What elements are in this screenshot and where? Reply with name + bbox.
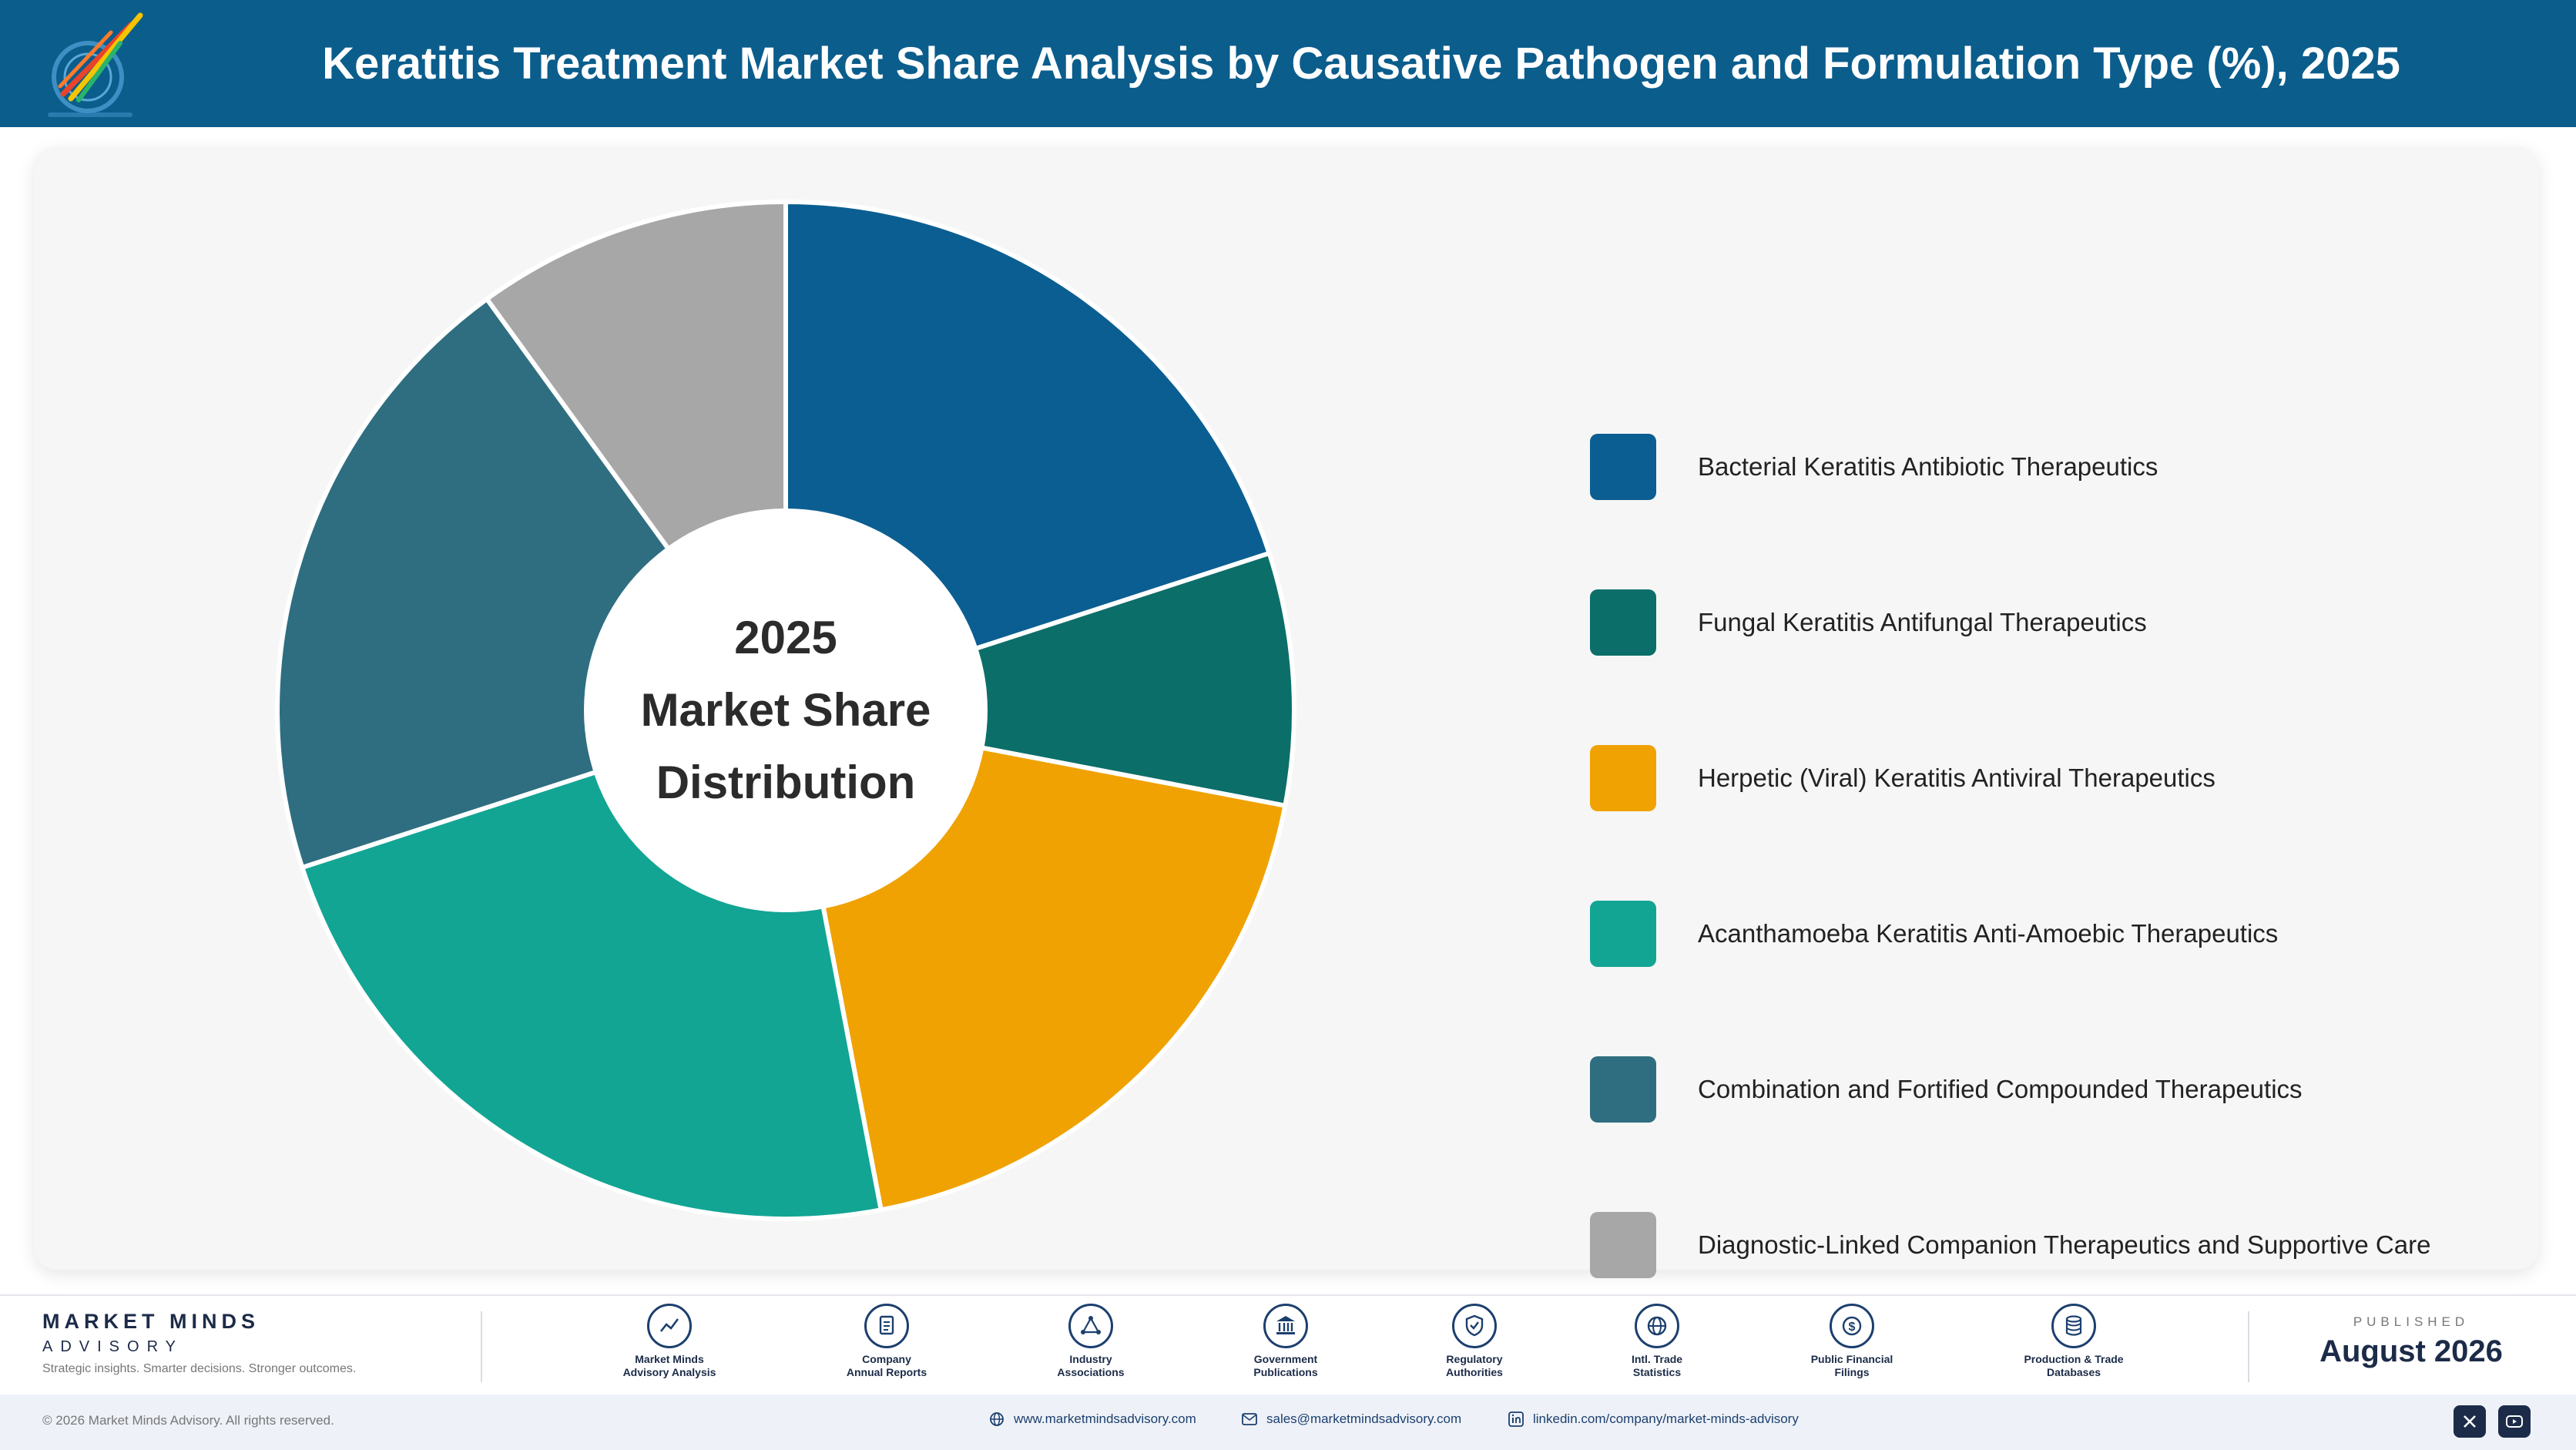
source-label: Industry Associations <box>1057 1353 1125 1378</box>
brand-tagline: Strategic insights. Smarter decisions. S… <box>42 1362 357 1375</box>
legend-label: Fungal Keratitis Antifungal Therapeutics <box>1698 608 2147 636</box>
legend-label: Acanthamoeba Keratitis Anti-Amoebic Ther… <box>1698 919 2279 948</box>
legend-swatch <box>1590 1212 1656 1278</box>
published-label: PUBLISHED <box>2353 1314 2470 1329</box>
document-icon <box>864 1304 909 1348</box>
brand-name: MARKET MINDS <box>42 1310 260 1333</box>
source-label: Regulatory Authorities <box>1446 1353 1503 1378</box>
svg-text:$: $ <box>1849 1321 1856 1334</box>
source-label: Intl. Trade Statistics <box>1631 1353 1683 1378</box>
legend-item: Bacterial Keratitis Antibiotic Therapeut… <box>1590 433 2514 501</box>
footer-brand: MARKET MINDS ADVISORY Strategic insights… <box>42 1310 356 1376</box>
footer: MARKET MINDS ADVISORY Strategic insights… <box>0 1294 2576 1395</box>
x-social-button[interactable] <box>2454 1405 2486 1438</box>
legend-label: Bacterial Keratitis Antibiotic Therapeut… <box>1698 452 2158 481</box>
globe-icon <box>990 1412 1004 1426</box>
source-label: Production & Trade Databases <box>2024 1353 2124 1378</box>
email-link[interactable]: sales@marketmindsadvisory.com <box>1242 1411 1461 1427</box>
source-label: Company Annual Reports <box>846 1353 927 1378</box>
dollar-coin-icon: $ <box>1830 1304 1874 1348</box>
legend-item: Fungal Keratitis Antifungal Therapeutics <box>1590 589 2514 656</box>
shield-check-icon <box>1452 1304 1497 1348</box>
header-bar: Keratitis Treatment Market Share Analysi… <box>0 0 2576 127</box>
legend-swatch <box>1590 901 1656 967</box>
page-title: Keratitis Treatment Market Share Analysi… <box>322 39 2400 89</box>
chart-line-icon <box>647 1304 692 1348</box>
source-label: Market Minds Advisory Analysis <box>622 1353 716 1378</box>
legend-item: Acanthamoeba Keratitis Anti-Amoebic Ther… <box>1590 900 2514 968</box>
bottom-bar: © 2026 Market Minds Advisory. All rights… <box>0 1395 2576 1450</box>
legend-item: Diagnostic-Linked Companion Therapeutics… <box>1590 1211 2514 1279</box>
donut-chart: 2025 Market Share Distribution <box>275 200 1297 1221</box>
chart-panel: 2025 Market Share Distribution Bacterial K… <box>34 146 2539 1278</box>
legend-label: Combination and Fortified Compounded The… <box>1698 1075 2303 1103</box>
source-item: Company Annual Reports <box>794 1304 979 1379</box>
center-label-2: Market Share <box>641 684 931 736</box>
x-logo-icon <box>2464 1415 2476 1428</box>
website-text: www.marketmindsadvisory.com <box>1014 1411 1196 1426</box>
email-text: sales@marketmindsadvisory.com <box>1266 1411 1462 1426</box>
database-icon <box>2051 1304 2096 1348</box>
mail-icon <box>1242 1413 1257 1425</box>
linkedin-link[interactable]: linkedin.com/company/market-minds-adviso… <box>1508 1411 1799 1427</box>
legend-swatch <box>1590 434 1656 500</box>
published-block: PUBLISHED August 2026 <box>2280 1314 2542 1369</box>
legend-label: Diagnostic-Linked Companion Therapeutics… <box>1698 1230 2431 1259</box>
center-label-1: 2025 <box>734 612 837 663</box>
copyright-text: © 2026 Market Minds Advisory. All rights… <box>42 1413 334 1428</box>
legend-label: Herpetic (Viral) Keratitis Antiviral The… <box>1698 764 2215 792</box>
source-label: Public Financial Filings <box>1810 1353 1893 1378</box>
legend-swatch <box>1590 589 1656 656</box>
network-icon <box>1068 1304 1113 1348</box>
pie-slice-2 <box>783 551 1297 808</box>
legend-item: Combination and Fortified Compounded The… <box>1590 1056 2514 1123</box>
source-item: Intl. Trade Statistics <box>1565 1304 1749 1379</box>
source-item: Government Publications <box>1193 1304 1378 1379</box>
footer-divider <box>481 1311 482 1382</box>
linkedin-text: linkedin.com/company/market-minds-adviso… <box>1533 1411 1799 1426</box>
globe-icon <box>1635 1304 1679 1348</box>
footer-divider <box>2248 1311 2249 1382</box>
linkedin-icon <box>1508 1411 1524 1427</box>
donut-hole <box>584 509 988 912</box>
youtube-icon <box>2506 1415 2523 1428</box>
source-item: Industry Associations <box>998 1304 1183 1379</box>
source-label: Government Publications <box>1253 1353 1318 1378</box>
brand-subtitle: ADVISORY <box>42 1338 183 1355</box>
legend-swatch <box>1590 1056 1656 1123</box>
center-label-3: Distribution <box>656 757 916 808</box>
youtube-social-button[interactable] <box>2498 1405 2531 1438</box>
company-logo <box>40 9 148 121</box>
legend-swatch <box>1590 745 1656 811</box>
website-link[interactable]: www.marketmindsadvisory.com <box>989 1411 1196 1427</box>
source-item: Regulatory Authorities <box>1382 1304 1567 1379</box>
government-building-icon <box>1263 1304 1308 1348</box>
legend-item: Herpetic (Viral) Keratitis Antiviral The… <box>1590 744 2514 812</box>
source-item: Market Minds Advisory Analysis <box>577 1304 762 1379</box>
source-item: $ Public Financial Filings <box>1759 1304 1944 1379</box>
published-date: August 2026 <box>2319 1334 2503 1368</box>
source-item: Production & Trade Databases <box>1981 1304 2166 1379</box>
